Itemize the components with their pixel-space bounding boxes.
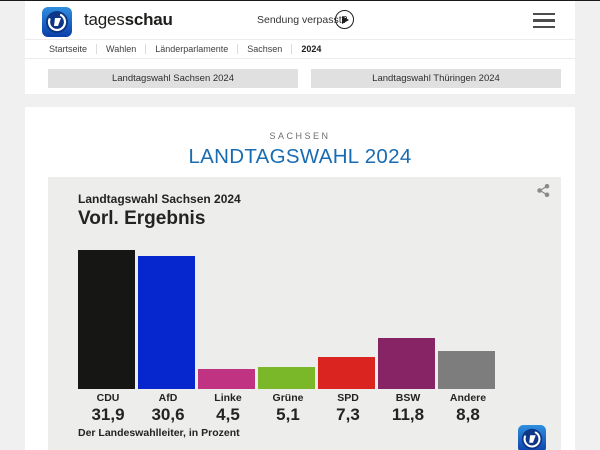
bar-label-Linke: Linke bbox=[214, 392, 242, 404]
bar-label-Grüne: Grüne bbox=[272, 392, 304, 404]
bar-label-AfD: AfD bbox=[158, 392, 178, 404]
quicklinks-row: Landtagswahl Sachsen 2024 Landtagswahl T… bbox=[25, 59, 575, 94]
menu-line bbox=[533, 13, 555, 16]
bar-label-BSW: BSW bbox=[395, 392, 421, 404]
bar-CDU bbox=[78, 250, 135, 389]
tagesschau-watermark-icon bbox=[518, 425, 546, 450]
page-title: LANDTAGSWAHL 2024 bbox=[188, 145, 412, 168]
tagesschau-logo-icon[interactable] bbox=[42, 7, 72, 37]
bar-values-row: 31,9 30,6 4,5 5,1 7,3 11,8 8,8 bbox=[78, 405, 502, 425]
chart-subtitle: Landtagswahl Sachsen 2024 bbox=[78, 192, 241, 206]
bar-value-SPD: 7,3 bbox=[336, 405, 360, 424]
button-landtagswahl-thueringen[interactable]: Landtagswahl Thüringen 2024 bbox=[311, 69, 561, 88]
menu-line bbox=[533, 19, 555, 22]
bar-label-SPD: SPD bbox=[337, 392, 359, 404]
chart-title: Vorl. Ergebnis bbox=[78, 208, 206, 229]
play-triangle-icon bbox=[342, 15, 349, 24]
play-icon[interactable] bbox=[335, 10, 354, 29]
button-landtagswahl-sachsen[interactable]: Landtagswahl Sachsen 2024 bbox=[48, 69, 298, 88]
header-section: tagesschau Sendung verpasst? Startseite … bbox=[25, 1, 575, 94]
breadcrumb-item-laenderparlamente[interactable]: Länderparlamente bbox=[146, 44, 239, 54]
share-icon[interactable] bbox=[537, 184, 550, 197]
bar-label-Andere: Andere bbox=[449, 392, 487, 404]
bar-Linke bbox=[198, 369, 255, 389]
bars-row bbox=[78, 243, 502, 389]
result-chart-card: Landtagswahl Sachsen 2024 Vorl. Ergebnis… bbox=[48, 177, 561, 450]
bar-labels-row: CDU AfD Linke Grüne SPD BSW Andere bbox=[78, 392, 502, 404]
bar-chart: CDU AfD Linke Grüne SPD BSW Andere 31,9 30,6 4,5… bbox=[78, 243, 502, 425]
brand-text-bold: schau bbox=[124, 10, 173, 29]
bar-value-CDU: 31,9 bbox=[91, 405, 125, 424]
brand-wordmark[interactable]: tagesschau bbox=[84, 10, 173, 30]
bar-value-BSW: 11,8 bbox=[391, 405, 425, 424]
breadcrumb-item-wahlen[interactable]: Wahlen bbox=[97, 44, 147, 54]
bar-value-Grüne: 5,1 bbox=[276, 405, 300, 424]
bar-value-AfD: 30,6 bbox=[151, 405, 185, 424]
chart-source: Der Landeswahlleiter, in Prozent bbox=[78, 427, 240, 439]
bar-value-Andere: 8,8 bbox=[456, 405, 480, 424]
bar-Grüne bbox=[258, 367, 315, 389]
breadcrumb-item-startseite[interactable]: Startseite bbox=[40, 44, 98, 54]
bar-BSW bbox=[378, 338, 435, 389]
breadcrumb-item-2024[interactable]: 2024 bbox=[301, 44, 322, 54]
bar-Andere bbox=[438, 351, 495, 389]
menu-line bbox=[533, 25, 555, 28]
sendung-verpasst-link[interactable]: Sendung verpasst? bbox=[257, 14, 348, 26]
brand-text-light: tages bbox=[84, 10, 125, 29]
menu-icon[interactable] bbox=[533, 13, 555, 28]
bar-AfD bbox=[138, 256, 195, 389]
breadcrumb: Startseite Wahlen Länderparlamente Sachs… bbox=[25, 39, 575, 59]
bar-label-CDU: CDU bbox=[96, 392, 120, 404]
breadcrumb-item-sachsen[interactable]: Sachsen bbox=[238, 44, 293, 54]
page-kicker: SACHSEN bbox=[269, 131, 331, 141]
bar-value-Linke: 4,5 bbox=[216, 405, 240, 424]
topbar: tagesschau Sendung verpasst? bbox=[25, 1, 575, 39]
main-section: SACHSEN LANDTAGSWAHL 2024 Landtagswahl S… bbox=[25, 107, 575, 450]
bar-SPD bbox=[318, 357, 375, 389]
